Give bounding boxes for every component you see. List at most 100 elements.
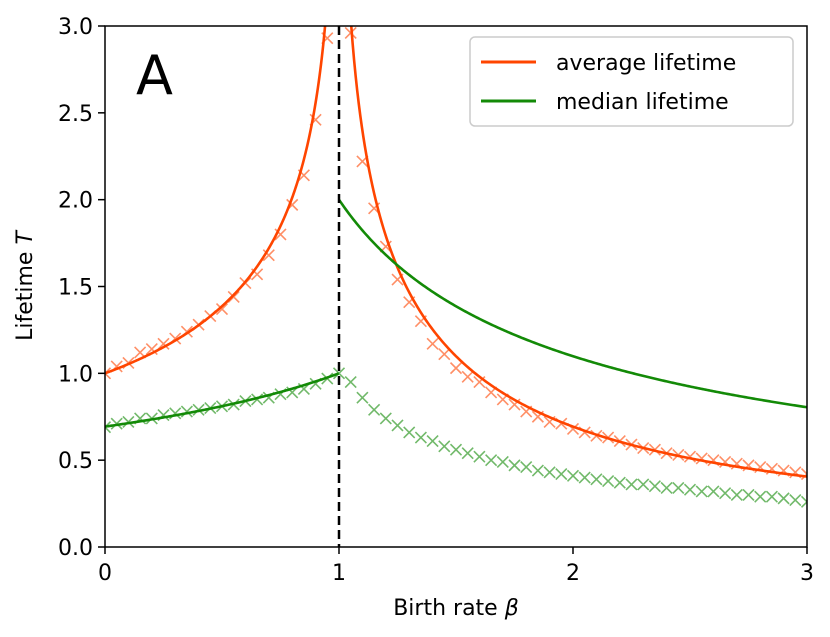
average-marker [344,26,357,40]
median-marker [555,467,568,481]
median-marker [473,450,486,463]
median-marker [368,403,381,416]
average-marker [531,410,544,423]
y-axis-label-symbol: T [13,230,38,245]
median-marker [578,471,591,484]
average-marker [204,309,217,323]
median-marker [754,490,767,503]
average-marker [473,375,486,389]
median-marker [105,421,112,434]
median-marker [695,485,708,498]
average-marker [157,337,170,350]
average-marker [169,332,182,345]
average-marker [485,386,498,399]
average-marker [262,249,275,262]
median-marker [286,386,299,399]
median-marker [508,459,521,472]
average-marker [391,273,404,286]
x-tick-label: 1 [332,561,346,586]
average-marker [508,398,521,411]
median-marker [332,367,346,380]
average-marker [321,32,334,45]
x-tick-label: 2 [566,561,580,586]
median-marker [485,454,498,467]
average-curve-0 [105,26,327,375]
median-marker [707,485,720,498]
plot-content [105,26,807,547]
median-marker [180,405,193,418]
average-marker [251,268,264,281]
y-tick-label: 1.5 [58,276,93,301]
plot-area [105,26,807,547]
average-marker [683,450,697,463]
median-marker [789,494,802,507]
median-marker [414,431,427,444]
average-marker [227,290,240,303]
x-tick-label: 0 [98,561,112,586]
average-marker [426,337,439,350]
average-marker [742,459,755,472]
median-marker [157,408,170,422]
average-marker [800,467,807,481]
average-marker [754,461,767,474]
panel-label: A [136,44,173,107]
median-marker [590,473,603,486]
median-marker [204,402,217,415]
median-marker [391,419,404,432]
median-marker [274,388,287,401]
y-tick-label: 2.5 [58,102,93,127]
median-marker [449,443,463,456]
legend-box [469,36,794,127]
x-axis-label: Birth rate β [393,596,519,621]
median-marker [379,412,392,425]
average-marker [122,356,135,369]
average-marker [566,422,580,435]
average-marker [555,417,568,430]
average-marker [286,198,299,211]
average-marker [438,348,451,361]
x-axis-label-symbol: β [504,596,519,621]
median-marker [543,466,556,479]
average-marker [520,405,533,418]
median-marker [403,426,416,439]
median-marker [637,478,650,491]
median-marker [145,412,158,425]
median-marker [251,393,264,406]
median-marker [742,488,755,501]
median-marker [765,490,778,503]
average-marker [192,318,205,331]
average-marker [707,454,720,467]
average-marker [730,457,743,470]
median-marker [625,478,638,491]
average-marker [134,346,147,359]
median-marker [672,481,685,495]
average-marker [648,443,661,456]
average-marker [719,455,732,468]
median-marker [110,417,123,430]
median-marker [215,400,229,413]
median-marker [192,403,205,416]
average-marker [695,452,708,465]
average-marker [145,342,158,356]
average-marker [578,426,591,439]
average-marker [637,441,650,455]
median-marker [531,464,544,477]
legend-label-average: average lifetime [556,51,736,76]
median-marker [262,391,275,404]
average-marker [274,228,287,241]
average-marker [297,169,310,182]
average-marker [403,296,416,309]
y-tick-label: 1.0 [58,362,93,387]
average-marker [180,325,193,338]
y-tick-label: 0.0 [58,536,93,561]
average-marker [613,434,626,448]
median-marker [461,447,474,460]
average-marker [543,415,556,429]
median-marker [496,455,509,468]
average-marker [309,113,322,126]
median-marker [438,440,451,453]
legend-label-median: median lifetime [556,90,729,115]
median-marker [777,492,790,505]
average-marker [672,448,685,462]
